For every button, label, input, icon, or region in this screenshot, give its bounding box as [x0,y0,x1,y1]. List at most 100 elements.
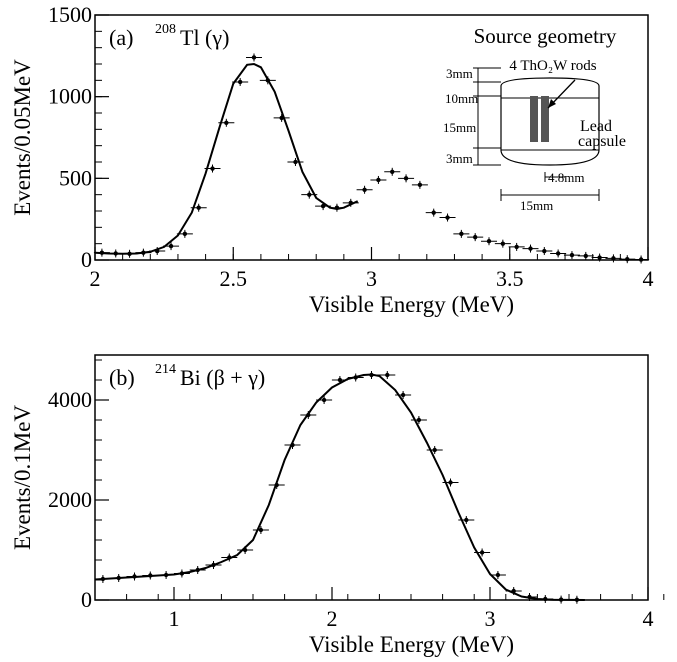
data-point [500,241,506,246]
data-point [179,571,185,576]
data-point [528,246,533,251]
isotope-name: Bi (β + γ) [180,365,265,390]
x-tick-label: 2.5 [220,266,248,291]
thorium-rod [530,96,538,142]
data-point [320,203,326,209]
data-point [445,215,450,220]
data-point [210,166,215,171]
x-axis-title: Visible Energy (MeV) [309,292,514,317]
data-point [196,205,201,210]
data-point [265,78,271,83]
y-tick-label: 500 [59,165,92,190]
dimension-label: 3mm [446,151,473,166]
data-point [251,55,257,60]
data-point [555,251,561,256]
data-point [211,562,216,568]
data-point [168,243,174,249]
data-point [279,115,284,121]
data-point [376,177,381,183]
data-point [369,372,374,378]
data-point [113,251,118,256]
data-point [542,248,547,254]
data-point [242,547,248,553]
data-point [385,372,390,378]
data-point [293,159,298,165]
y-tick-label: 0 [81,587,92,612]
thorium-rod [541,96,549,142]
data-point [224,120,229,126]
capsule-label: capsule [578,133,626,150]
data-point [495,572,501,578]
y-tick-label: 4000 [48,387,92,412]
y-tick-label: 0 [81,247,92,272]
dimension-label: 15mm [520,198,553,213]
data-point [486,239,492,244]
x-tick-label: 3 [485,606,496,631]
data-point [448,480,453,485]
data-point [132,574,137,579]
data-point [290,442,295,448]
arrow-head [548,99,556,108]
x-tick-label: 3 [366,266,377,291]
data-point [416,417,422,423]
inset-title: Source geometry [474,24,617,48]
panel-label: (a) [109,25,133,50]
data-point [511,588,516,594]
capsule-label: Lead [580,118,612,135]
data-point [362,187,367,192]
x-axis-title: Visible Energy (MeV) [309,632,514,657]
data-point [479,550,485,555]
data-point [432,447,437,453]
fit-curve [94,62,359,255]
dimension-label: 3mm [446,66,473,81]
data-point [306,412,311,418]
data-point [400,392,406,398]
data-point [597,255,602,260]
data-point [527,594,532,600]
x-tick-label: 2 [327,606,338,631]
x-tick-label: 4 [643,266,654,291]
data-point [182,231,188,237]
x-tick-label: 3.5 [496,266,524,291]
dimension-label: 4.8mm [548,170,584,185]
data-point [403,176,409,181]
y-tick-label: 1500 [48,2,92,27]
y-tick-label: 2000 [48,487,92,512]
data-point [163,572,169,578]
data-point [337,377,343,383]
data-point [274,482,279,488]
data-point [514,244,519,250]
data-point [611,256,616,261]
data-point [321,397,327,403]
dimension-label: 10mm [445,91,478,106]
y-axis-title: Events/0.1MeV [10,405,35,550]
fit-curve [94,373,585,601]
chart-panel-b: 1 2 3 4 0 2000 4000 Visible Energy (MeV) Events/… [10,354,665,657]
inset-rods-label: 4 ThO₂W rods [509,58,596,74]
data-point [574,597,580,602]
isotope-mass-number: 208 [155,22,176,37]
data-point [155,248,160,254]
data-point [99,250,105,255]
data-point [558,597,564,602]
data-point [472,234,478,240]
dimension-label: 15mm [443,120,476,135]
data-point [237,79,243,85]
data-point [353,375,358,380]
data-point [543,596,548,602]
data-point [625,256,630,262]
data-point [141,250,146,255]
data-point [258,527,264,533]
data-point [431,210,436,215]
plot-frame [94,354,649,601]
data-point [307,192,312,197]
x-tick-label: 1 [169,606,180,631]
data-point [148,573,153,578]
data-point [464,517,469,523]
data-point [417,182,423,188]
data-point [569,252,575,258]
x-tick-label: 2 [90,266,101,291]
data-point [116,575,121,581]
